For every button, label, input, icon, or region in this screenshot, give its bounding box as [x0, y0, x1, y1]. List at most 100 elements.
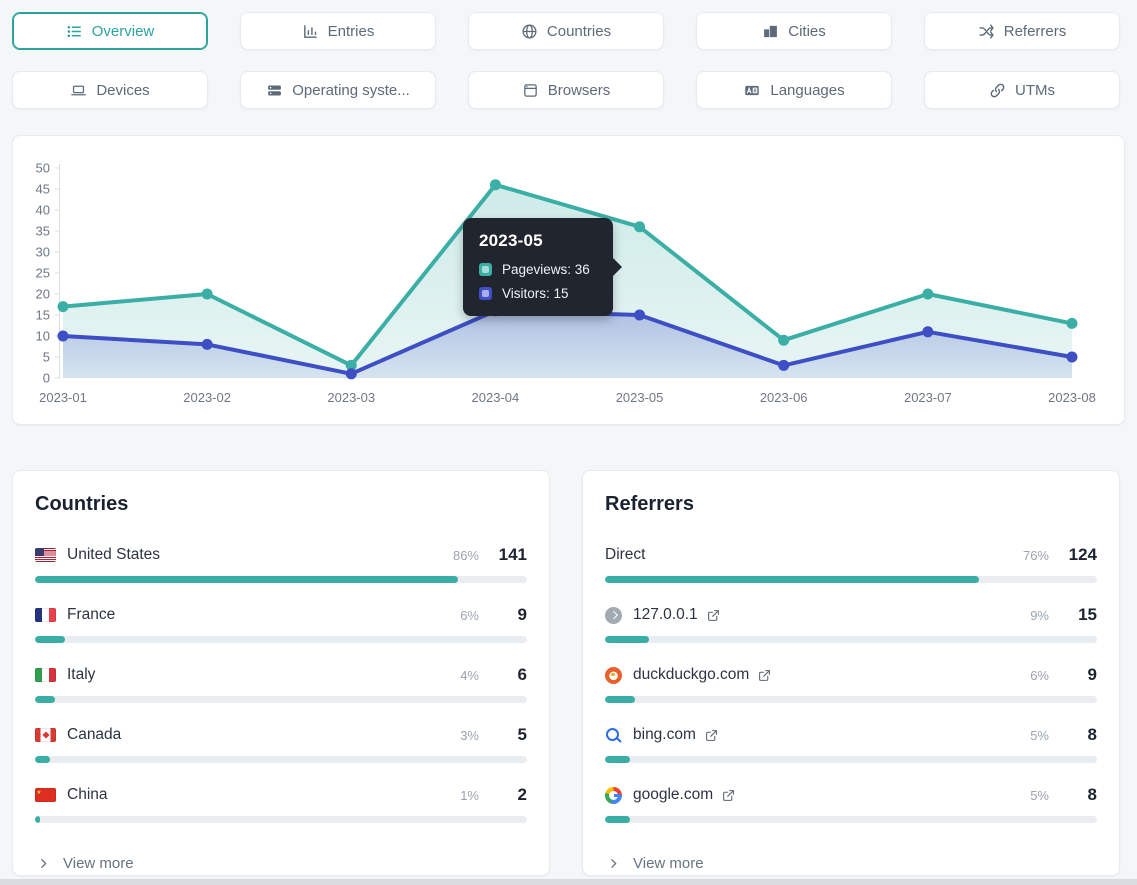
tab-label: Countries	[546, 22, 612, 40]
referrer-name: 127.0.0.1	[633, 606, 698, 623]
tab-label: Operating syste...	[292, 81, 410, 99]
country-percent: 3%	[460, 727, 479, 743]
svg-text:2023-08: 2023-08	[1048, 390, 1096, 405]
progress-bar	[605, 816, 1097, 823]
referrer-row[interactable]: 127.0.0.1 9% 15	[605, 602, 1097, 643]
progress-bar	[605, 696, 1097, 703]
referrer-value: 8	[1087, 725, 1097, 744]
country-row[interactable]: Italy 4% 6	[35, 662, 527, 703]
country-value: 141	[498, 545, 527, 564]
svg-text:20: 20	[36, 287, 50, 302]
country-flag-icon	[35, 608, 56, 622]
referrers-title: Referrers	[605, 493, 694, 515]
referrer-row[interactable]: google.com 5% 8	[605, 782, 1097, 823]
bar-chart-icon	[303, 24, 317, 38]
countries-view-more-button[interactable]: View more	[35, 842, 527, 876]
external-link-icon[interactable]	[722, 789, 735, 802]
svg-text:2023-06: 2023-06	[760, 390, 808, 405]
tooltip-row-pageviews: Pageviews: 36	[479, 262, 597, 277]
globe-icon	[522, 23, 537, 39]
svg-text:0: 0	[43, 371, 50, 386]
progress-fill	[605, 756, 630, 763]
referrer-name: bing.com	[633, 726, 696, 743]
progress-bar	[35, 816, 527, 823]
svg-text:40: 40	[36, 203, 50, 218]
referrer-percent: 6%	[1030, 667, 1049, 683]
progress-fill	[605, 696, 635, 703]
country-percent: 6%	[460, 607, 479, 623]
external-link-icon[interactable]	[758, 669, 771, 682]
country-name: France	[67, 606, 116, 623]
country-value: 2	[517, 785, 527, 804]
legend-swatch-pageviews-icon	[479, 263, 492, 276]
referrer-name: duckduckgo.com	[633, 666, 750, 683]
referrer-percent: 76%	[1022, 547, 1049, 563]
country-percent: 1%	[460, 787, 479, 803]
progress-fill	[605, 576, 979, 583]
tab-countries[interactable]: Countries	[468, 12, 664, 50]
tab-devices[interactable]: Devices	[12, 71, 208, 109]
country-name: United States	[67, 546, 161, 563]
tab-utms[interactable]: UTMs	[924, 71, 1120, 109]
progress-bar	[35, 756, 527, 763]
referrer-row[interactable]: duckduckgo.com 6% 9	[605, 662, 1097, 703]
server-icon	[268, 85, 282, 95]
tab-cities[interactable]: Cities	[696, 12, 892, 50]
external-link-icon[interactable]	[705, 729, 718, 742]
tab-label: Languages	[770, 81, 845, 99]
window-bottom-edge	[0, 879, 1137, 885]
svg-text:45: 45	[36, 182, 50, 197]
progress-bar	[35, 636, 527, 643]
country-flag-icon	[35, 788, 56, 802]
referrer-percent: 5%	[1030, 727, 1049, 743]
countries-title: Countries	[35, 493, 129, 515]
country-row[interactable]: France 6% 9	[35, 602, 527, 643]
country-name: China	[67, 786, 108, 803]
external-link-icon[interactable]	[707, 609, 720, 622]
chart-card: 0 5 10 15 20 25 30 35 40 45 50 2023-01 2023-02 2023-…	[12, 135, 1125, 425]
country-flag-icon	[35, 668, 56, 682]
tab-operating-systems[interactable]: Operating syste...	[240, 71, 436, 109]
referrer-row[interactable]: Direct 76% 124	[605, 542, 1097, 583]
tab-browsers[interactable]: Browsers	[468, 71, 664, 109]
tooltip-title: 2023-05	[479, 231, 543, 250]
tab-bar: Overview Entries Countries Cities Referr…	[12, 12, 1120, 109]
country-percent: 4%	[460, 667, 479, 683]
svg-text:5: 5	[43, 350, 50, 365]
y-axis-labels: 0 5 10 15 20 25 30 35 40 45 50	[36, 161, 50, 386]
referrers-view-more-button[interactable]: View more	[605, 842, 1097, 876]
country-row[interactable]: United States 86% 141	[35, 542, 527, 583]
legend-swatch-visitors-icon	[479, 287, 492, 300]
browser-icon	[523, 83, 537, 97]
country-value: 5	[517, 725, 527, 744]
progress-bar	[605, 636, 1097, 643]
progress-fill	[35, 756, 50, 763]
country-row[interactable]: China 1% 2	[35, 782, 527, 823]
tab-overview[interactable]: Overview	[12, 12, 208, 50]
svg-text:15: 15	[36, 308, 50, 323]
referrer-icon	[605, 727, 622, 744]
referrer-value: 124	[1068, 545, 1097, 564]
tab-referrers[interactable]: Referrers	[924, 12, 1120, 50]
countries-card: Countries United States 86% 141	[12, 470, 550, 876]
tab-entries[interactable]: Entries	[240, 12, 436, 50]
progress-bar	[605, 756, 1097, 763]
referrer-row[interactable]: bing.com 5% 8	[605, 722, 1097, 763]
tab-label: Devices	[96, 81, 150, 99]
tab-label: Cities	[788, 22, 826, 40]
tab-languages[interactable]: Languages	[696, 71, 892, 109]
svg-text:2023-02: 2023-02	[183, 390, 231, 405]
tooltip-row-visitors: Visitors: 15	[479, 286, 597, 301]
country-row[interactable]: Canada 3% 5	[35, 722, 527, 763]
country-flag-icon	[35, 728, 56, 742]
referrers-list: Direct 76% 124 127.0.0.1	[605, 542, 1097, 823]
referrer-value: 8	[1087, 785, 1097, 804]
referrer-value: 9	[1087, 665, 1097, 684]
y-axis	[55, 164, 60, 379]
x-axis-labels: 2023-01 2023-02 2023-03 2023-04 2023-05 2023-…	[39, 390, 1096, 405]
progress-fill	[35, 696, 55, 703]
country-percent: 86%	[452, 547, 479, 563]
translate-icon	[745, 85, 760, 95]
tab-label: UTMs	[1015, 81, 1055, 99]
